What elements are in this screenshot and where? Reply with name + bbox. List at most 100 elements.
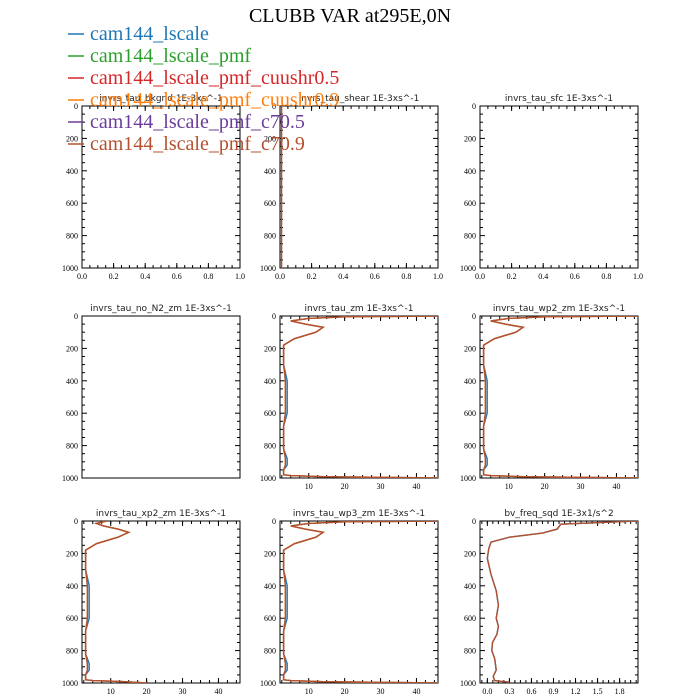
series-line-cam144_lscale_pmf_c70.9	[486, 521, 638, 683]
x-tick-label: 0.2	[507, 272, 517, 281]
y-tick-label: 0	[74, 312, 78, 321]
x-tick-label: 0.6	[172, 272, 182, 281]
plot-frame	[279, 315, 439, 479]
y-tick-label: 400	[264, 582, 276, 591]
y-tick-label: 400	[264, 377, 276, 386]
y-tick-label: 1000	[62, 474, 78, 483]
x-tick-label: 0.4	[140, 272, 150, 281]
x-tick-label: 10	[305, 482, 313, 491]
y-tick-label: 800	[66, 442, 78, 451]
legend-label: cam144_lscale_pmf	[90, 45, 251, 67]
y-tick-label: 1000	[260, 474, 276, 483]
x-tick-label: 30	[577, 482, 585, 491]
x-tick-label: 1.5	[593, 687, 603, 696]
y-tick-label: 600	[264, 409, 276, 418]
y-tick-label: 600	[264, 614, 276, 623]
y-tick-label: 1000	[460, 474, 476, 483]
y-tick-label: 600	[464, 199, 476, 208]
y-tick-label: 1000	[260, 679, 276, 688]
x-tick-label: 0.8	[401, 272, 411, 281]
x-tick-label: 0.0	[475, 272, 485, 281]
y-tick-label: 800	[264, 442, 276, 451]
y-tick-label: 800	[264, 232, 276, 241]
panel-5: invrs_tau_zm 1E-3xs^-1 0 200 400 600 800 1000 1…	[260, 304, 439, 491]
panel-6: invrs_tau_wp2_zm 1E-3xs^-1 0 200 400 600 800 1…	[460, 304, 639, 491]
legend-label: cam144_lscale_pmf_cuushr0.5	[90, 67, 339, 89]
x-tick-label: 0.6	[570, 272, 580, 281]
x-tick-label: 0.0	[275, 272, 285, 281]
series-line-cam144_lscale_pmf_cuushr0.9	[482, 316, 638, 478]
x-tick-label: 30	[179, 687, 187, 696]
y-tick-label: 400	[464, 167, 476, 176]
panel-8: invrs_tau_wp3_zm 1E-3xs^-1 0 200 400 600 800 1…	[260, 509, 439, 696]
x-tick-label: 40	[214, 687, 222, 696]
series-line-cam144_lscale	[486, 521, 638, 683]
figure-title: CLUBB VAR at295E,0N	[249, 5, 451, 27]
panel-4: invrs_tau_no_N2_zm 1E-3xs^-1 0 200 400 600 80…	[62, 304, 241, 483]
y-tick-label: 400	[66, 167, 78, 176]
y-tick-label: 200	[264, 344, 276, 353]
x-tick-label: 40	[412, 482, 420, 491]
x-tick-label: 10	[305, 687, 313, 696]
x-tick-label: 0.8	[203, 272, 213, 281]
y-tick-label: 1000	[460, 264, 476, 273]
y-tick-label: 200	[464, 134, 476, 143]
legend-label: cam144_lscale	[90, 23, 209, 45]
y-tick-label: 200	[264, 134, 276, 143]
series-line-cam144_lscale_pmf_cuushr0.9	[282, 521, 438, 683]
y-tick-label: 800	[264, 647, 276, 656]
legend: cam144_lscalecam144_lscale_pmfcam144_lsc…	[68, 23, 339, 155]
series-line-cam144_lscale_pmf_c70.9	[482, 316, 638, 478]
x-tick-label: 20	[541, 482, 549, 491]
x-tick-label: 0.0	[77, 272, 87, 281]
plot-frame	[81, 520, 241, 684]
x-tick-label: 0.2	[307, 272, 317, 281]
x-tick-label: 1.0	[633, 272, 643, 281]
y-tick-label: 600	[66, 614, 78, 623]
panel-title: invrs_tau_xp2_zm 1E-3xs^-1	[96, 509, 226, 519]
panel-7: invrs_tau_xp2_zm 1E-3xs^-1 0 200 400 600 800 1…	[62, 509, 241, 696]
y-tick-label: 200	[66, 344, 78, 353]
x-tick-label: 0.4	[538, 272, 548, 281]
y-tick-label: 800	[464, 442, 476, 451]
series-line-cam144_lscale	[482, 316, 638, 478]
panel-title: invrs_tau_no_N2_zm 1E-3xs^-1	[90, 304, 232, 314]
y-tick-label: 800	[66, 232, 78, 241]
x-tick-label: 0.6	[526, 687, 536, 696]
panel-title: invrs_tau_wp3_zm 1E-3xs^-1	[293, 509, 425, 519]
y-tick-label: 800	[464, 647, 476, 656]
legend-label: cam144_lscale_pmf_c70.5	[90, 111, 305, 133]
x-tick-label: 40	[412, 687, 420, 696]
series-line-cam144_lscale	[282, 316, 438, 478]
y-tick-label: 600	[264, 199, 276, 208]
panel-title: invrs_tau_wp2_zm 1E-3xs^-1	[493, 304, 625, 314]
panel-9: bv_freq_sqd 1E-3x1/s^2 0 200 400 600 800 1000 0…	[460, 509, 639, 696]
y-tick-label: 1000	[460, 679, 476, 688]
y-tick-label: 200	[464, 344, 476, 353]
plot-frame	[479, 520, 639, 684]
y-tick-label: 600	[464, 614, 476, 623]
y-tick-label: 1000	[260, 264, 276, 273]
x-tick-label: 30	[377, 482, 385, 491]
x-tick-label: 20	[341, 687, 349, 696]
y-tick-label: 400	[464, 377, 476, 386]
y-tick-label: 400	[66, 377, 78, 386]
x-tick-label: 0.8	[601, 272, 611, 281]
legend-label: cam144_lscale_pmf_c70.9	[90, 133, 305, 155]
y-tick-label: 0	[472, 312, 476, 321]
x-tick-label: 10	[505, 482, 513, 491]
y-tick-label: 600	[66, 409, 78, 418]
series-line-cam144_lscale	[282, 521, 438, 683]
plot-frame	[279, 520, 439, 684]
panel-1: invrs_tau_bkgnd 1E-3xs^-1 0 200 400 600 800 10…	[62, 94, 245, 281]
panel-2: invrs_tau_shear 1E-3xs^-1 0 200 400 600 800 10…	[260, 94, 443, 281]
x-tick-label: 10	[107, 687, 115, 696]
y-tick-label: 0	[272, 312, 276, 321]
x-tick-label: 0.0	[482, 687, 492, 696]
panel-title: invrs_tau_zm 1E-3xs^-1	[305, 304, 414, 314]
series-line-cam144_lscale_pmf_c70.9	[282, 521, 438, 683]
x-tick-label: 0.4	[338, 272, 348, 281]
x-tick-label: 30	[377, 687, 385, 696]
y-tick-label: 200	[464, 549, 476, 558]
